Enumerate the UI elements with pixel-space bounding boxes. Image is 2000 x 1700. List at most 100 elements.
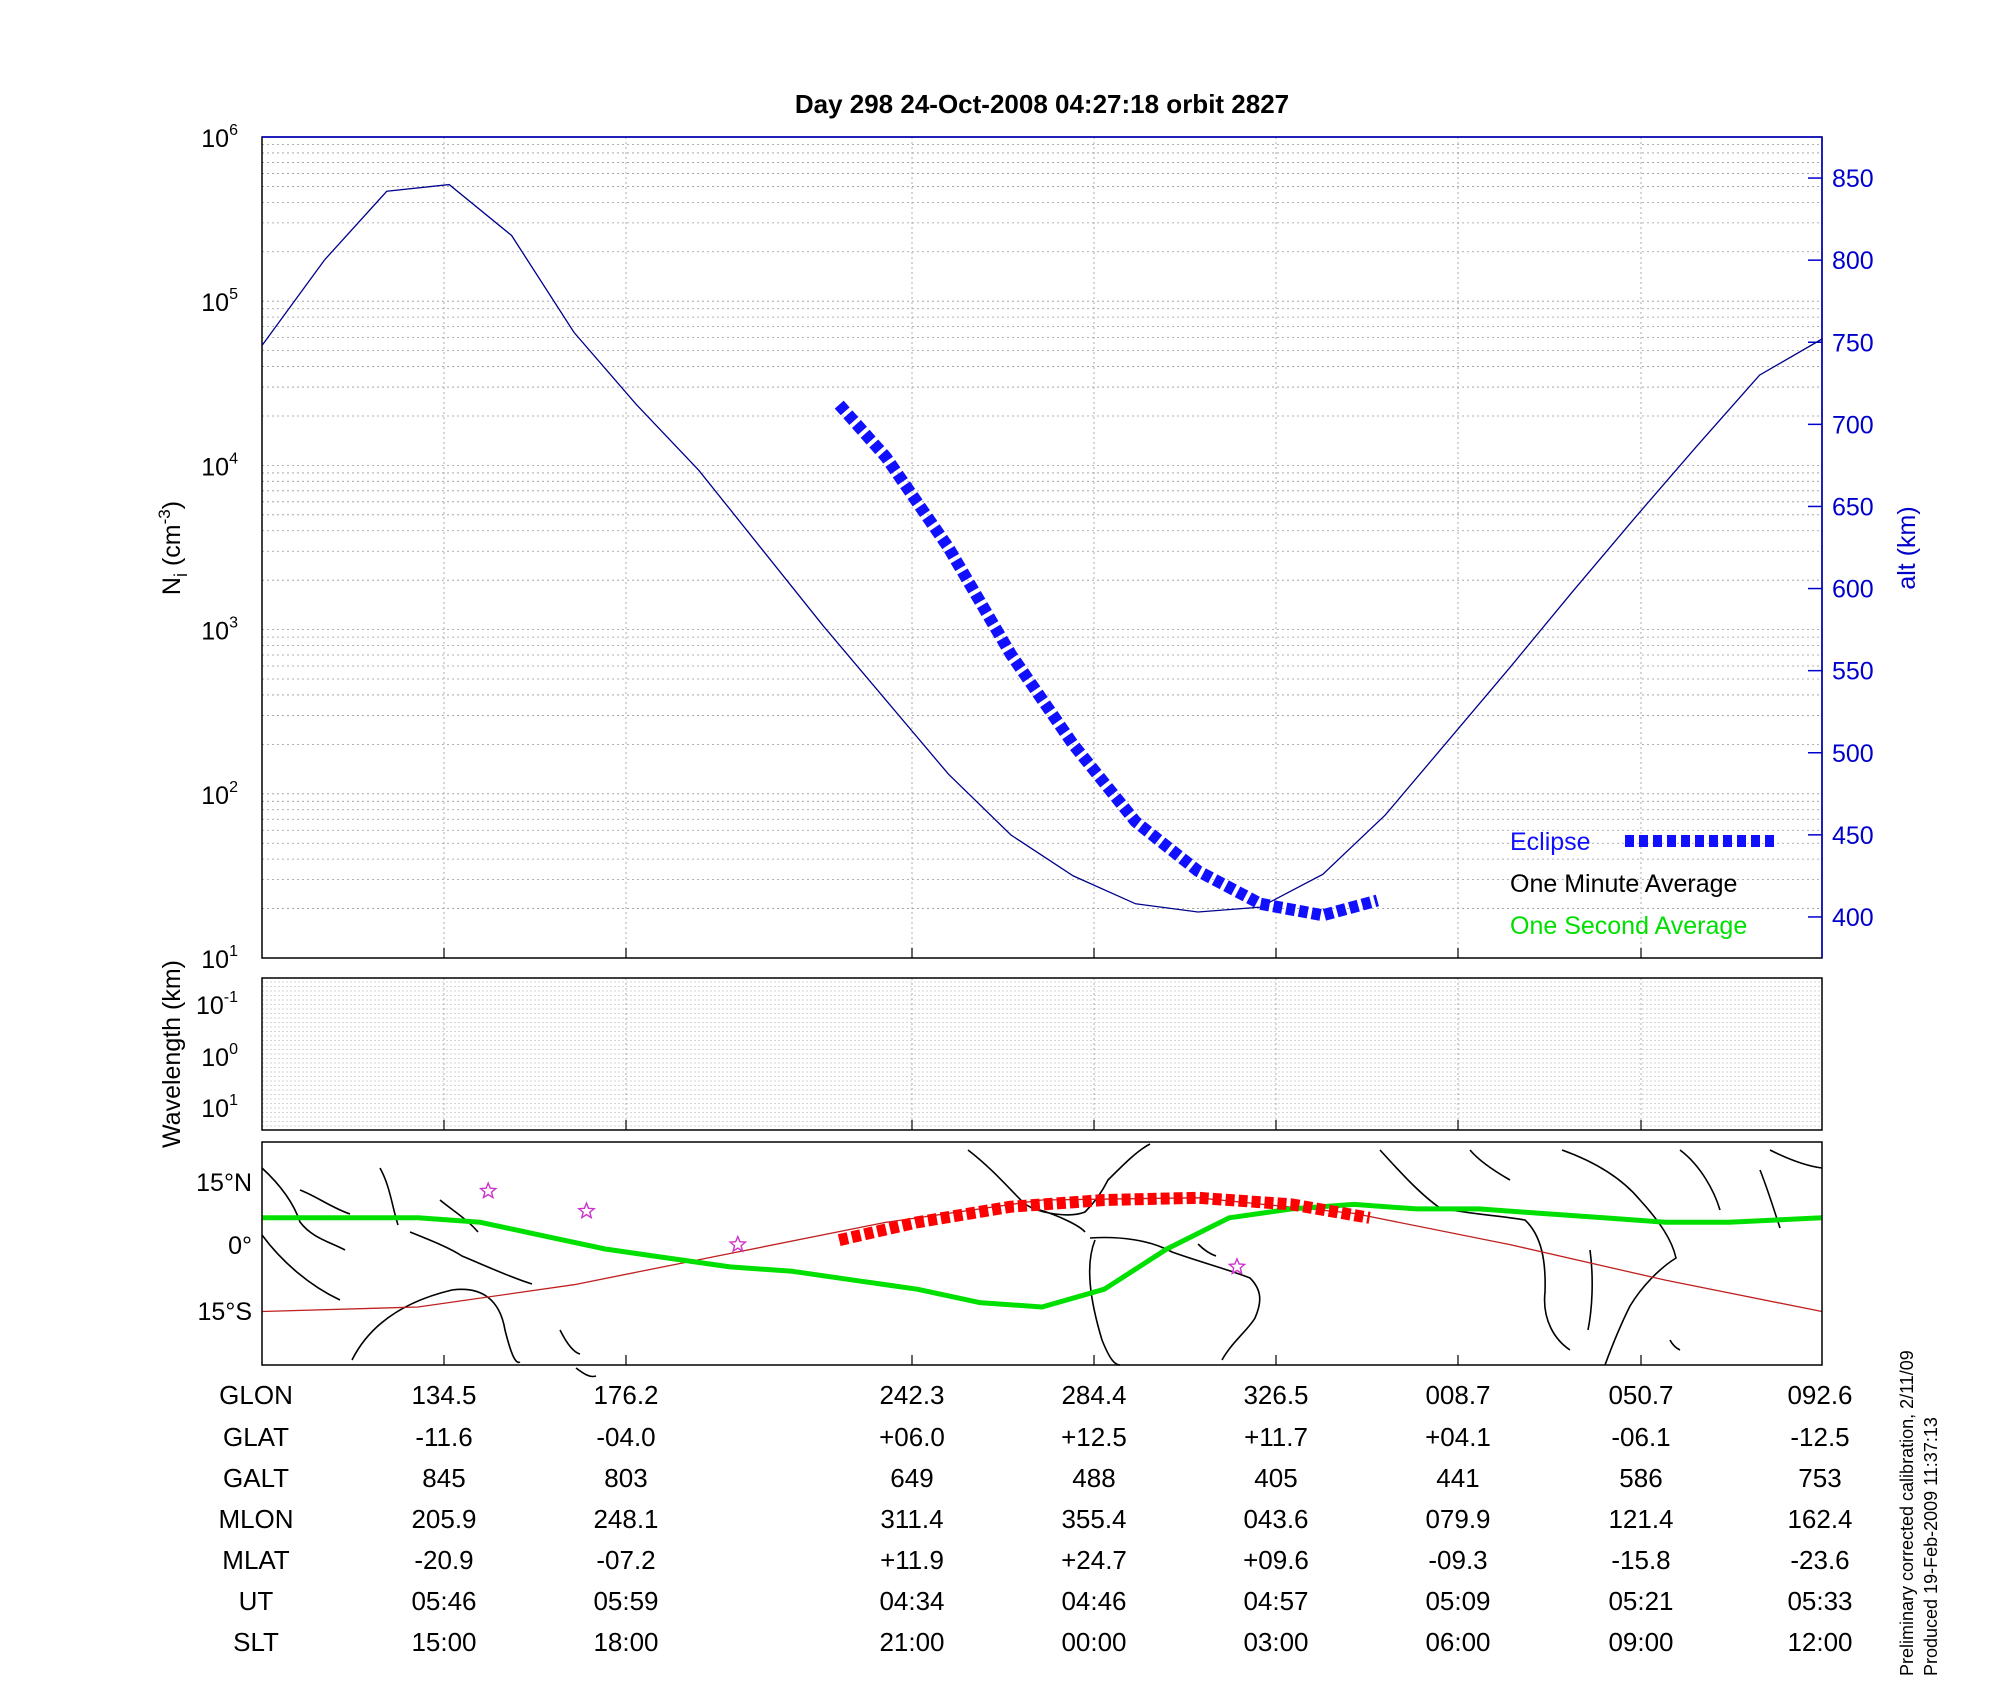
table-row-label: GLON [219, 1380, 293, 1410]
table-cell: 586 [1619, 1463, 1662, 1493]
table-cell: +24.7 [1061, 1545, 1127, 1575]
latitude-tick-label: 15°S [198, 1298, 252, 1326]
table-cell: 405 [1254, 1463, 1297, 1493]
legend-entry-one-minute: One Minute Average [1510, 870, 1737, 898]
table-cell: 803 [604, 1463, 647, 1493]
table-cell: -20.9 [414, 1545, 473, 1575]
table-cell: -11.6 [415, 1422, 472, 1452]
panel1-series [261, 183, 1823, 922]
wavelength-tick-label: 10-1 [196, 989, 238, 1020]
wavelength-panel: 10-1 100 101 Wavelength (km) [158, 960, 1823, 1148]
table-row-label: MLAT [222, 1545, 290, 1575]
table-cell: -23.6 [1790, 1545, 1849, 1575]
ground-track-line [261, 1197, 1823, 1313]
legend-entry-one-second: One Second Average [1510, 912, 1747, 940]
y-tick-label-left: 104 [201, 450, 238, 481]
star-marker [728, 1234, 748, 1253]
table-cell: 134.5 [411, 1380, 476, 1410]
table-cell: 05:46 [411, 1586, 476, 1616]
legend-entry-eclipse: Eclipse [1510, 828, 1591, 856]
y-tick-label-right: 500 [1832, 740, 1874, 768]
y-tick-label-right: 700 [1832, 411, 1874, 439]
table-cell: 05:21 [1608, 1586, 1673, 1616]
table-cell: -12.5 [1790, 1422, 1849, 1452]
star-marker [577, 1201, 596, 1220]
table-cell: +11.9 [880, 1545, 944, 1575]
table-cell: 050.7 [1608, 1380, 1673, 1410]
table-cell: +04.1 [1425, 1422, 1491, 1452]
table-cell: 162.4 [1787, 1504, 1852, 1534]
star-marker [1227, 1257, 1247, 1275]
table-row-label: UT [239, 1586, 274, 1616]
table-cell: +11.7 [1244, 1422, 1308, 1452]
table-cell: 06:00 [1425, 1627, 1490, 1657]
table-cell: 21:00 [879, 1627, 944, 1657]
table-cell: 09:00 [1608, 1627, 1673, 1657]
table-row-label: SLT [233, 1627, 279, 1657]
table-cell: 15:00 [411, 1627, 476, 1657]
table-cell: -07.2 [596, 1545, 655, 1575]
right-axis-ticks: 400 450 500 550 600 650 700 750 800 850 [1808, 165, 1874, 932]
table-columns: 134.5 -11.6 845 205.9 -20.9 05:46 15:00 176.2 -0… [411, 1380, 1852, 1657]
table-cell: 12:00 [1787, 1627, 1852, 1657]
y-tick-label-right: 800 [1832, 247, 1874, 275]
table-cell: -04.0 [596, 1422, 655, 1452]
table-cell: 079.9 [1425, 1504, 1490, 1534]
y-tick-label-right: 600 [1832, 576, 1874, 604]
map-panel: 15°N 0° 15°S [196, 1141, 1823, 1378]
star-marker [478, 1181, 498, 1200]
left-axis-ticks: 101 102 103 104 105 106 [201, 122, 238, 974]
table-cell: 242.3 [879, 1380, 944, 1410]
table-row-labels: GLON GLAT GALT MLON MLAT UT SLT [218, 1380, 293, 1657]
table-row-label: MLON [218, 1504, 293, 1534]
y-tick-label-left: 106 [201, 122, 238, 153]
table-cell: 008.7 [1425, 1380, 1490, 1410]
y-axis-left-label: Ni (cm-3) [155, 501, 191, 595]
altitude-line [261, 183, 1823, 913]
coastlines [261, 1143, 1823, 1378]
table-cell: 04:34 [879, 1586, 944, 1616]
table-cell: 04:57 [1243, 1586, 1308, 1616]
table-cell: -15.8 [1611, 1545, 1670, 1575]
orbit-parameter-table: GLON GLAT GALT MLON MLAT UT SLT 134.5 -11.6 845 2… [218, 1380, 1852, 1657]
table-row-label: GLAT [223, 1422, 289, 1452]
table-cell: 05:09 [1425, 1586, 1490, 1616]
footer-calibration: Preliminary corrected calibration, 2/11/… [1897, 1350, 1917, 1676]
table-cell: 248.1 [593, 1504, 658, 1534]
y-tick-label-right: 850 [1832, 165, 1874, 193]
table-cell: 121.4 [1608, 1504, 1673, 1534]
latitude-tick-label: 15°N [196, 1169, 252, 1197]
table-cell: -09.3 [1428, 1545, 1487, 1575]
y-tick-label-left: 102 [201, 779, 238, 810]
table-cell: 649 [890, 1463, 933, 1493]
table-cell: 355.4 [1061, 1504, 1126, 1534]
latitude-tick-label: 0° [228, 1232, 252, 1260]
y-tick-label-right: 750 [1832, 329, 1874, 357]
table-row-label: GALT [223, 1463, 289, 1493]
table-cell: 284.4 [1061, 1380, 1126, 1410]
table-cell: 488 [1072, 1463, 1115, 1493]
eclipse-line [834, 400, 1379, 922]
y-tick-label-right: 550 [1832, 658, 1874, 686]
table-cell: 326.5 [1243, 1380, 1308, 1410]
y-tick-label-left: 105 [201, 286, 238, 317]
table-cell: +12.5 [1061, 1422, 1127, 1452]
wavelength-tick-label: 100 [201, 1041, 238, 1072]
y-tick-label-left: 103 [201, 615, 238, 646]
table-cell: 205.9 [411, 1504, 476, 1534]
panel2-grid [262, 978, 1822, 1130]
wavelength-ticks: 10-1 100 101 [196, 989, 238, 1123]
table-cell: 845 [422, 1463, 465, 1493]
latitude-ticks: 15°N 0° 15°S [196, 1169, 252, 1326]
table-cell: 03:00 [1243, 1627, 1308, 1657]
table-cell: +09.6 [1243, 1545, 1309, 1575]
panel2-frame [261, 977, 1823, 1131]
wavelength-axis-label: Wavelength (km) [158, 960, 186, 1148]
table-cell: -06.1 [1611, 1422, 1670, 1452]
table-cell: 441 [1436, 1463, 1479, 1493]
coastline-asia-pacific [261, 1167, 597, 1378]
panel3-series [261, 1181, 1823, 1313]
table-cell: +06.0 [879, 1422, 945, 1452]
coastline-americas [967, 1143, 1261, 1366]
